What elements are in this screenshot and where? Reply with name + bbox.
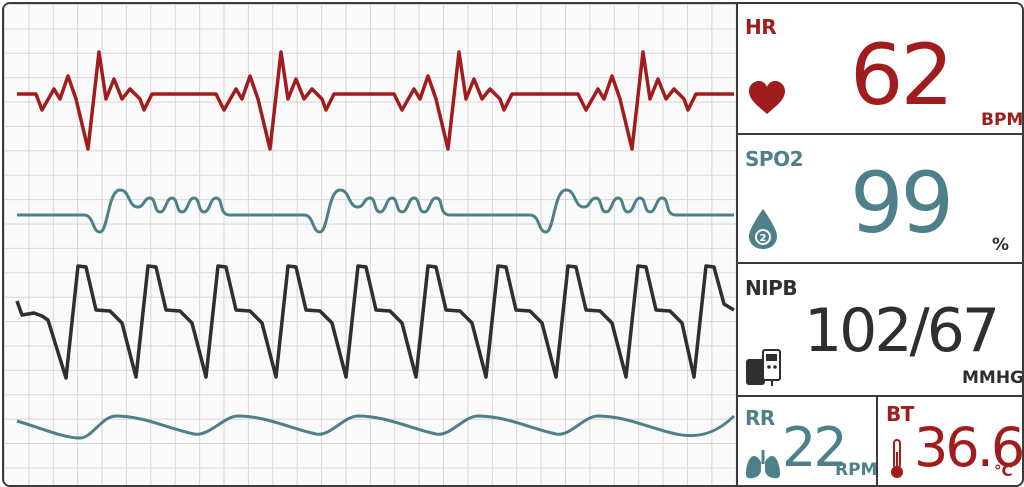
ecg-waveform [17,50,734,151]
bt-label: BT [886,402,914,426]
arterial-pressure-waveform [15,264,735,380]
svg-text:2: 2 [760,233,767,244]
hr-label: HR [745,15,777,39]
bt-value: 36.6 [914,416,1023,479]
lungs-icon [745,450,781,485]
rr-value: 22 [782,416,848,479]
hr-value: 62 [850,26,954,124]
bt-unit: °C [994,462,1013,480]
spo2-label: SPO2 [745,147,803,171]
rr-unit: RPM [835,460,878,480]
blood-pressure-cuff-icon [745,348,783,393]
nipb-value: 102/67 [804,296,1000,366]
spo2-waveform [17,188,734,234]
nipb-unit: MMHG [962,368,1024,388]
heart-icon [748,80,786,121]
spo2-unit: % [992,235,1010,255]
nipb-label: NIPB [745,276,798,300]
waveform-area [4,4,736,485]
spo2-divider [738,262,1022,264]
rr-bt-divider [876,395,878,485]
hr-unit: BPM [981,110,1024,130]
nipb-divider [738,395,1022,397]
panel-divider [736,4,738,485]
thermometer-icon [888,438,906,485]
drop-icon: 2 [748,208,778,255]
hr-divider [738,133,1022,135]
spo2-value: 99 [850,154,954,252]
respiration-waveform [16,414,736,440]
rr-label: RR [745,406,775,430]
